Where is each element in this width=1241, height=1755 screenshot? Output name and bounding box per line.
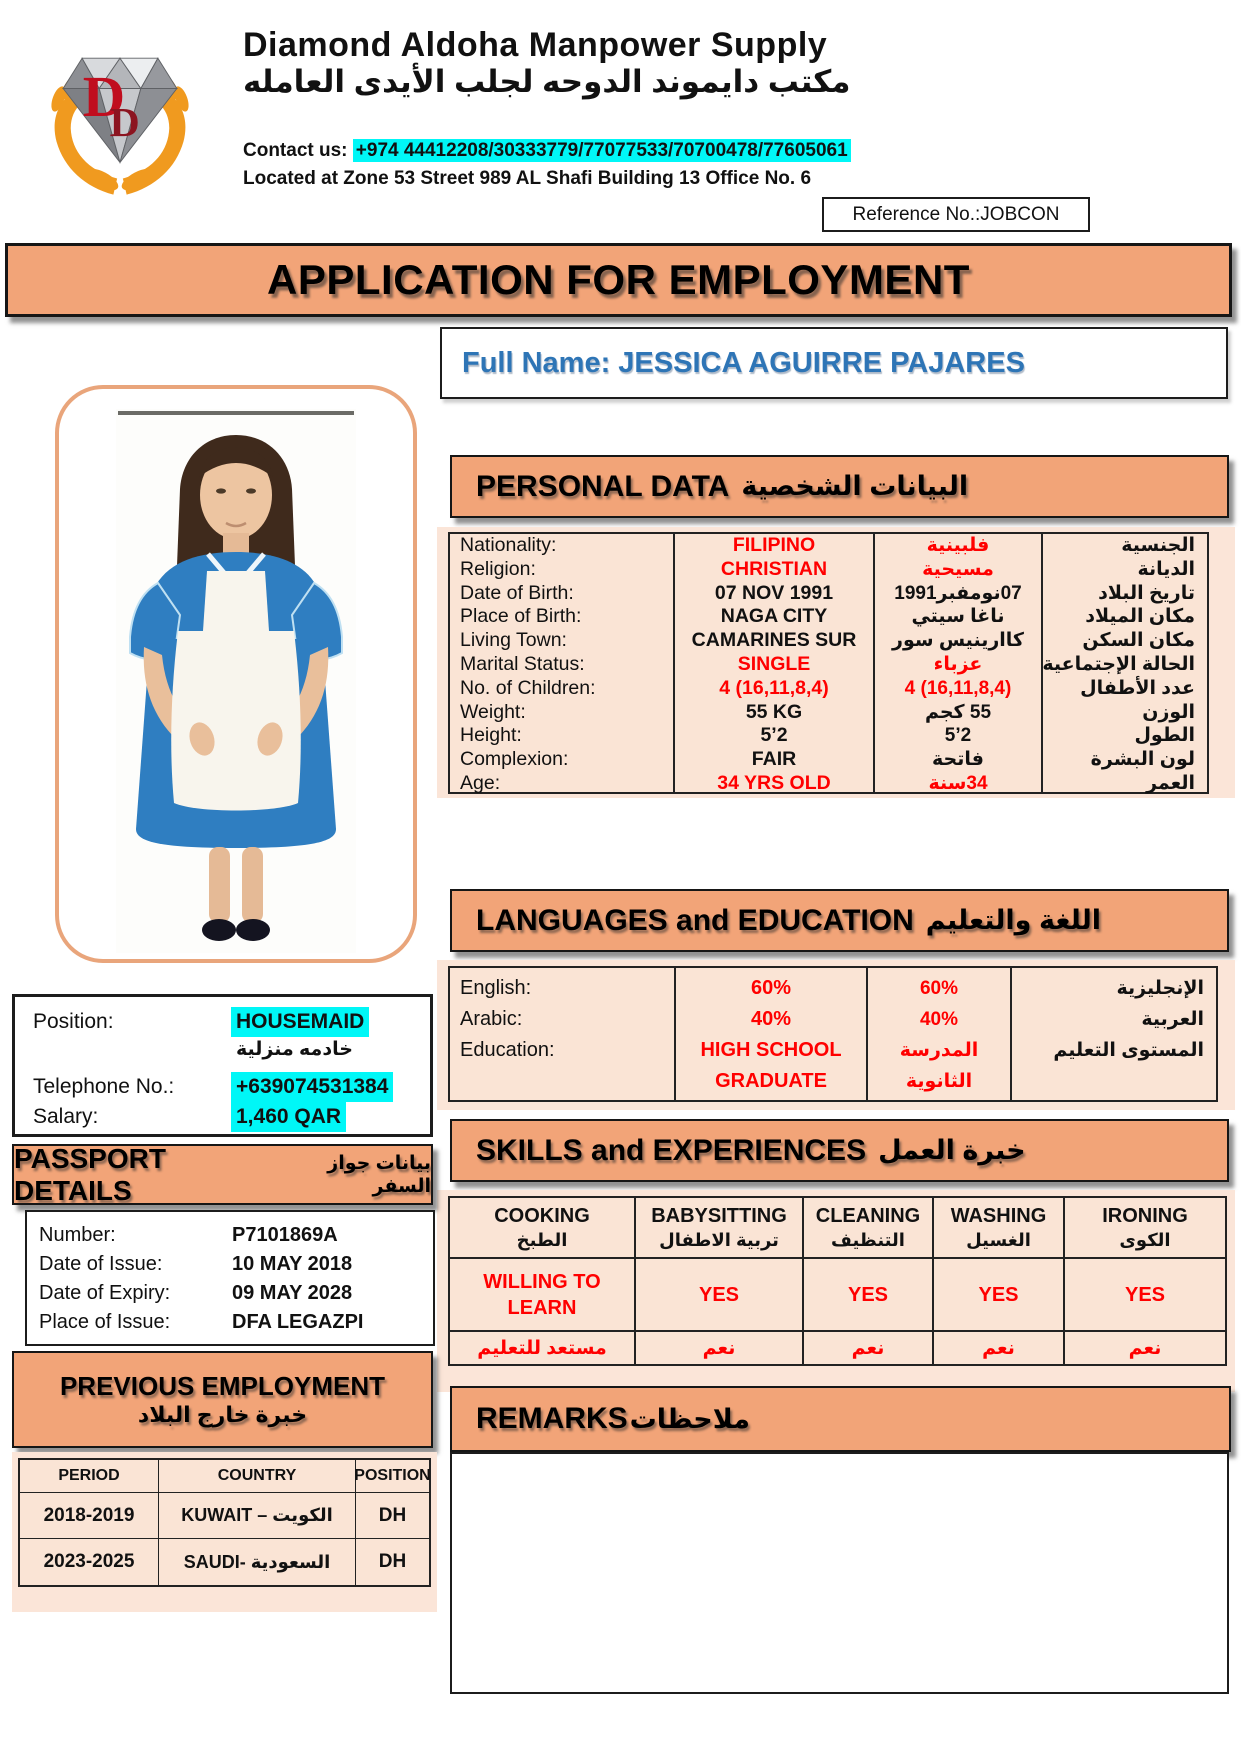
skill-value-arabic: نعم xyxy=(1128,1337,1162,1359)
pe-cell: DH xyxy=(378,1551,407,1572)
contact-line: Contact us: +974 44412208/30333779/77077… xyxy=(243,139,851,162)
languages-table: English: Arabic: Education: 60% 40% HIGH… xyxy=(448,966,1218,1102)
languages-heading-arabic: اللغة والتعليم xyxy=(925,905,1101,935)
skill-value: YES xyxy=(934,1259,1065,1332)
previous-employment-table: PERIOD COUNTRY POSITION 2018-2019 KUWAIT… xyxy=(18,1458,431,1587)
telephone-label: Telephone No.: xyxy=(33,1075,175,1098)
telephone-value: +639074531384 xyxy=(231,1072,394,1102)
previous-employment-heading: PREVIOUS EMPLOYMENT xyxy=(59,1371,386,1401)
skills-heading: SKILLS and EXPERIENCES xyxy=(476,1133,867,1167)
contact-label: Contact us: xyxy=(243,140,348,161)
pd-values-en: FILIPINO CHRISTIAN 07 NOV 1991 NAGA CITY… xyxy=(675,534,875,794)
contact-numbers: +974 44412208/30333779/77077533/70700478… xyxy=(352,139,851,162)
skill-value-arabic: نعم xyxy=(804,1332,934,1364)
salary-label: Salary: xyxy=(33,1105,99,1128)
reference-number-box: Reference No.:JOBCON xyxy=(822,197,1090,232)
skill-value-arabic: مستعد للتعليم xyxy=(450,1332,636,1364)
pe-cell: 2018-2019 xyxy=(20,1493,159,1539)
previous-employment-header: PREVIOUS EMPLOYMENT خبرة خارج البلاد xyxy=(12,1351,433,1448)
skills-table: COOKING الطبخ BABYSITTING تربية الاطفال CL… xyxy=(448,1196,1227,1366)
company-name: Diamond Aldoha Manpower Supply xyxy=(243,26,828,64)
position-value-arabic: خادمه منزلية xyxy=(236,1039,353,1060)
passport-heading-arabic: بيانات جواز السفر xyxy=(327,1152,431,1197)
pe-col-position: POSITION xyxy=(354,1460,431,1493)
passport-row: Place of Issue: DFA LEGAZPI xyxy=(39,1311,364,1333)
pd-labels-ar: الجنسية الديانة تاريخ البلاد مكان الميلاد … xyxy=(1042,535,1195,794)
full-name-box: Full Name: JESSICA AGUIRRE PAJARES xyxy=(440,327,1228,399)
document-title: APPLICATION FOR EMPLOYMENT xyxy=(267,256,970,303)
languages-header: LANGUAGES and EDUCATION اللغة والتعليم xyxy=(450,889,1229,952)
pe-col-country: COUNTRY xyxy=(159,1460,356,1493)
remarks-heading-arabic: ملاحظات xyxy=(629,1403,750,1434)
previous-employment-heading-arabic: خبرة خارج البلاد xyxy=(137,1402,308,1427)
applicant-photo xyxy=(116,409,356,953)
passport-details-box: Number: P7101869A Date of Issue: 10 MAY 20… xyxy=(25,1210,435,1346)
passport-heading: PASSPORT DETAILS xyxy=(14,1142,166,1206)
skill-value-arabic: نعم xyxy=(934,1332,1065,1364)
position-label: Position: xyxy=(33,1010,114,1033)
skill-value: WILLING TO LEARN xyxy=(450,1259,636,1332)
skills-heading-arabic: خبرة العمل xyxy=(878,1135,1026,1165)
personal-data-header: PERSONAL DATA البيانات الشخصية xyxy=(450,455,1229,518)
remarks-header: REMARKS ملاحظات xyxy=(450,1386,1231,1452)
passport-row: Date of Expiry: 09 MAY 2028 xyxy=(39,1282,353,1304)
position-box: Position: HOUSEMAID خادمه منزلية Telepho… xyxy=(12,994,433,1137)
diamond xyxy=(62,57,178,165)
lang-labels-en: English: Arabic: Education: xyxy=(450,968,676,1100)
languages-heading: LANGUAGES and EDUCATION xyxy=(476,903,914,937)
passport-row: Date of Issue: 10 MAY 2018 xyxy=(39,1253,353,1275)
skill-col-ironing: IRONING الكوى xyxy=(1065,1198,1225,1259)
skill-col-cleaning: CLEANING التنظيف xyxy=(804,1198,934,1259)
logo-letter-d: D xyxy=(83,64,125,129)
personal-data-heading: PERSONAL DATA xyxy=(476,469,730,503)
pd-values-ar: فلبينية مسيحية 07نومفبر1991 ناغا سيتي كا… xyxy=(875,534,1043,794)
pe-cell: 2023-2025 xyxy=(20,1539,159,1585)
company-name-arabic: مكتب دايموند الدوحه لجلب الأيدى العامله xyxy=(243,64,851,99)
pd-labels-en: Nationality: Religion: Date of Birth: Plac… xyxy=(450,534,675,794)
pe-col-period: PERIOD xyxy=(20,1460,159,1493)
remarks-heading: REMARKS xyxy=(476,1402,628,1435)
position-value: HOUSEMAID xyxy=(231,1007,370,1037)
lang-values-en: 60% 40% HIGH SCHOOL GRADUATE xyxy=(676,968,868,1100)
diamond-hands-logo: D D xyxy=(51,57,189,195)
skill-col-cooking: COOKING الطبخ xyxy=(450,1198,636,1259)
logo-letter-d2: D xyxy=(110,100,140,146)
skills-header: SKILLS and EXPERIENCES خبرة العمل xyxy=(450,1119,1229,1182)
skill-value: YES xyxy=(804,1259,934,1332)
pe-cell: KUWAIT – الكويت xyxy=(159,1493,356,1539)
full-name: Full Name: JESSICA AGUIRRE PAJARES xyxy=(462,346,1025,379)
salary-value: 1,460 QAR xyxy=(231,1102,347,1132)
remarks-empty-box xyxy=(450,1452,1229,1694)
personal-data-heading-arabic: البيانات الشخصية xyxy=(741,471,969,501)
skill-value: YES xyxy=(636,1259,804,1332)
skill-col-washing: WASHING الغسيل xyxy=(934,1198,1065,1259)
passport-row: Number: P7101869A xyxy=(39,1224,338,1246)
personal-data-table: Nationality: Religion: Date of Birth: Plac… xyxy=(448,532,1209,794)
passport-header: PASSPORT DETAILS بيانات جواز السفر xyxy=(12,1142,433,1206)
document-title-bar: APPLICATION FOR EMPLOYMENT xyxy=(5,243,1232,317)
lang-values-ar: 60% 40% المدرسة الثانوية xyxy=(868,968,1012,1100)
address-line: Located at Zone 53 Street 989 AL Shafi B… xyxy=(243,168,812,189)
skill-col-babysitting: BABYSITTING تربية الاطفال xyxy=(636,1198,804,1259)
skill-value: YES xyxy=(1065,1259,1225,1332)
pe-cell: SAUDI- السعودية xyxy=(159,1539,356,1585)
lang-labels-ar: الإنجليزية العربية المستوى التعليم xyxy=(1053,978,1204,1061)
pe-cell: DH xyxy=(356,1493,429,1539)
skill-value-arabic: نعم xyxy=(636,1332,804,1364)
applicant-photo-frame xyxy=(55,385,417,963)
